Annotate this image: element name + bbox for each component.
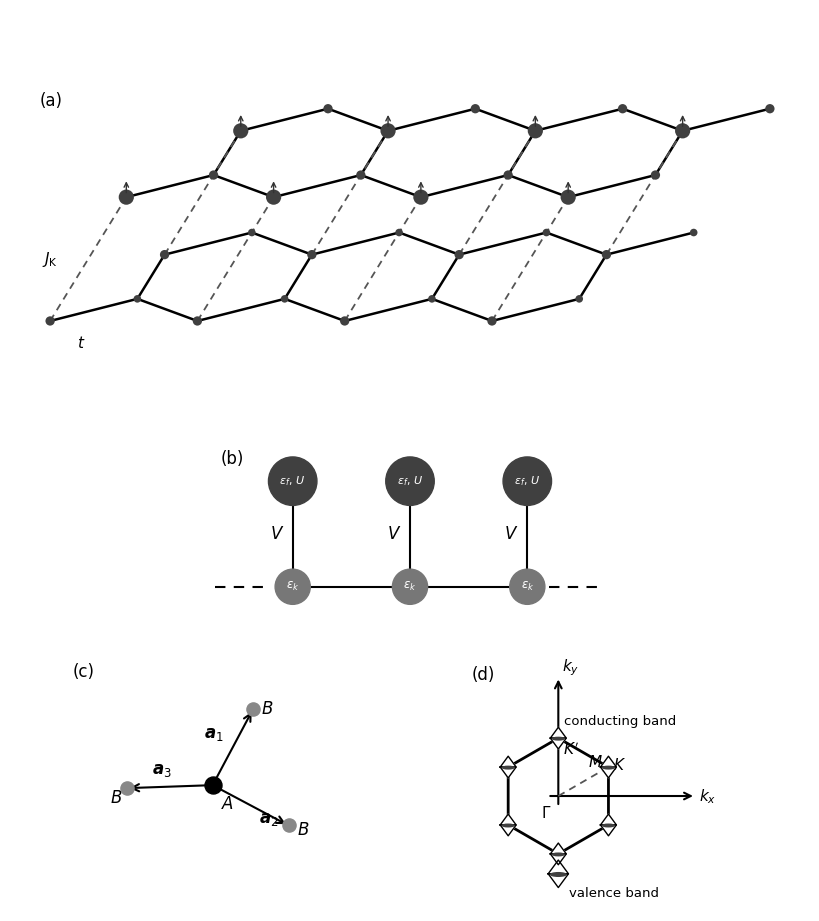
Ellipse shape (601, 765, 614, 770)
Text: $k_x$: $k_x$ (699, 787, 716, 806)
Polygon shape (600, 767, 616, 778)
Point (305, 247, 318, 262)
Point (267, 190, 280, 204)
Text: $\varepsilon_f,\, U$: $\varepsilon_f,\, U$ (279, 474, 305, 488)
Text: $B$: $B$ (296, 821, 309, 839)
Text: $\Gamma$: $\Gamma$ (540, 805, 550, 821)
Point (43, 313, 57, 328)
Circle shape (274, 569, 310, 604)
Polygon shape (548, 860, 568, 874)
Point (686, 225, 699, 239)
Circle shape (509, 569, 545, 604)
Point (425, 291, 438, 306)
Text: $\boldsymbol{a}_1$: $\boldsymbol{a}_1$ (204, 726, 224, 743)
Text: (d): (d) (471, 666, 494, 683)
Polygon shape (550, 728, 566, 738)
Text: $V$: $V$ (504, 525, 518, 543)
Circle shape (502, 457, 551, 506)
Text: $\boldsymbol{a}_3$: $\boldsymbol{a}_3$ (152, 761, 171, 778)
Polygon shape (600, 814, 616, 825)
Text: $\varepsilon_k$: $\varepsilon_k$ (520, 580, 533, 593)
Text: $k_y$: $k_y$ (561, 658, 578, 678)
Polygon shape (600, 825, 616, 836)
Point (158, 247, 171, 262)
Point (414, 190, 427, 204)
Circle shape (392, 569, 427, 604)
Ellipse shape (601, 823, 614, 827)
Polygon shape (550, 738, 566, 749)
Point (762, 101, 776, 116)
Point (485, 313, 498, 328)
Text: (a): (a) (40, 91, 63, 110)
Text: $A$: $A$ (220, 795, 233, 813)
Point (600, 247, 613, 262)
Point (539, 225, 552, 239)
Text: $J_\mathrm{K}$: $J_\mathrm{K}$ (43, 250, 58, 269)
Point (278, 291, 291, 306)
Point (561, 190, 574, 204)
Point (206, 777, 219, 792)
Point (452, 247, 465, 262)
Point (528, 123, 541, 138)
Point (337, 313, 351, 328)
Text: $\varepsilon_f,\, U$: $\varepsilon_f,\, U$ (396, 474, 423, 488)
Text: (b): (b) (220, 449, 243, 468)
Point (120, 190, 133, 204)
Text: $\varepsilon_k$: $\varepsilon_k$ (286, 580, 299, 593)
Point (191, 313, 204, 328)
Circle shape (385, 457, 434, 506)
Ellipse shape (550, 737, 564, 740)
Point (245, 225, 258, 239)
Polygon shape (500, 814, 515, 825)
Point (247, 702, 260, 717)
Text: valence band: valence band (568, 887, 658, 900)
Text: $K$: $K$ (612, 757, 625, 774)
Polygon shape (550, 854, 566, 865)
Point (615, 101, 628, 116)
Text: $t$: $t$ (77, 335, 85, 352)
Point (501, 168, 514, 182)
Point (321, 101, 334, 116)
Text: $M$: $M$ (587, 754, 602, 770)
Point (354, 168, 367, 182)
Text: conducting band: conducting band (563, 716, 675, 729)
Point (572, 291, 585, 306)
Text: $\boldsymbol{a}_2$: $\boldsymbol{a}_2$ (259, 810, 278, 828)
Point (648, 168, 661, 182)
Point (206, 168, 219, 182)
Point (675, 123, 688, 138)
Point (120, 781, 133, 796)
Polygon shape (500, 825, 515, 836)
Ellipse shape (550, 853, 564, 857)
Text: $\varepsilon_f,\, U$: $\varepsilon_f,\, U$ (514, 474, 540, 488)
Point (131, 291, 144, 306)
Polygon shape (500, 767, 515, 778)
Polygon shape (548, 874, 568, 888)
Point (392, 225, 405, 239)
Text: $V$: $V$ (269, 525, 283, 543)
Polygon shape (550, 843, 566, 854)
Text: $\varepsilon_k$: $\varepsilon_k$ (403, 580, 416, 593)
Text: $B$: $B$ (110, 789, 122, 807)
Point (468, 101, 482, 116)
Point (381, 123, 394, 138)
Ellipse shape (500, 823, 514, 827)
Ellipse shape (549, 872, 566, 877)
Polygon shape (500, 756, 515, 767)
Text: $V$: $V$ (387, 525, 401, 543)
Circle shape (268, 457, 317, 506)
Text: $K'$: $K'$ (562, 741, 578, 758)
Point (282, 818, 295, 833)
Text: (c): (c) (72, 663, 94, 681)
Point (234, 123, 247, 138)
Polygon shape (600, 756, 616, 767)
Ellipse shape (500, 765, 514, 770)
Text: $B$: $B$ (260, 700, 274, 718)
